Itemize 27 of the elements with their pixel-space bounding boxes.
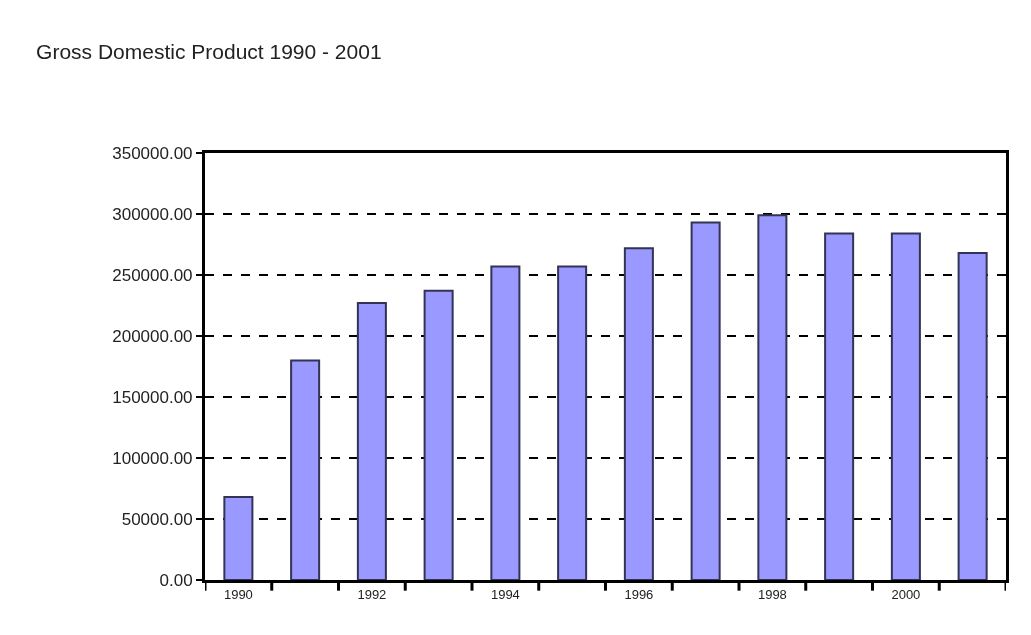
- y-tick-label: 200000.00: [112, 326, 193, 346]
- y-tick-label: 250000.00: [112, 265, 193, 285]
- bar: [423, 289, 454, 580]
- bar: [957, 252, 988, 580]
- x-tick-label: 1996: [624, 586, 654, 602]
- bar: [557, 265, 588, 580]
- bar: [757, 214, 788, 580]
- x-tick-label: 1992: [357, 586, 387, 602]
- y-tick-label: 50000.00: [121, 509, 193, 529]
- bar: [690, 221, 721, 580]
- bar: [824, 232, 855, 580]
- y-tick-label: 350000.00: [112, 143, 193, 163]
- bar: [356, 302, 387, 580]
- y-tick-label: 150000.00: [112, 387, 193, 407]
- x-tick-label: 1990: [223, 586, 253, 602]
- chart-title: Gross Domestic Product 1990 - 2001: [36, 40, 382, 64]
- bar: [490, 265, 521, 580]
- x-tick-label: 1994: [490, 586, 520, 602]
- x-tick-label: 2000: [891, 586, 921, 602]
- bar: [890, 232, 921, 580]
- bar: [623, 247, 654, 580]
- y-tick-label: 0.00: [159, 570, 193, 590]
- y-tick-label: 300000.00: [112, 204, 193, 224]
- x-tick-label: 1998: [757, 586, 787, 602]
- bar: [223, 496, 254, 580]
- y-tick-label: 100000.00: [112, 448, 193, 468]
- bar: [290, 359, 321, 580]
